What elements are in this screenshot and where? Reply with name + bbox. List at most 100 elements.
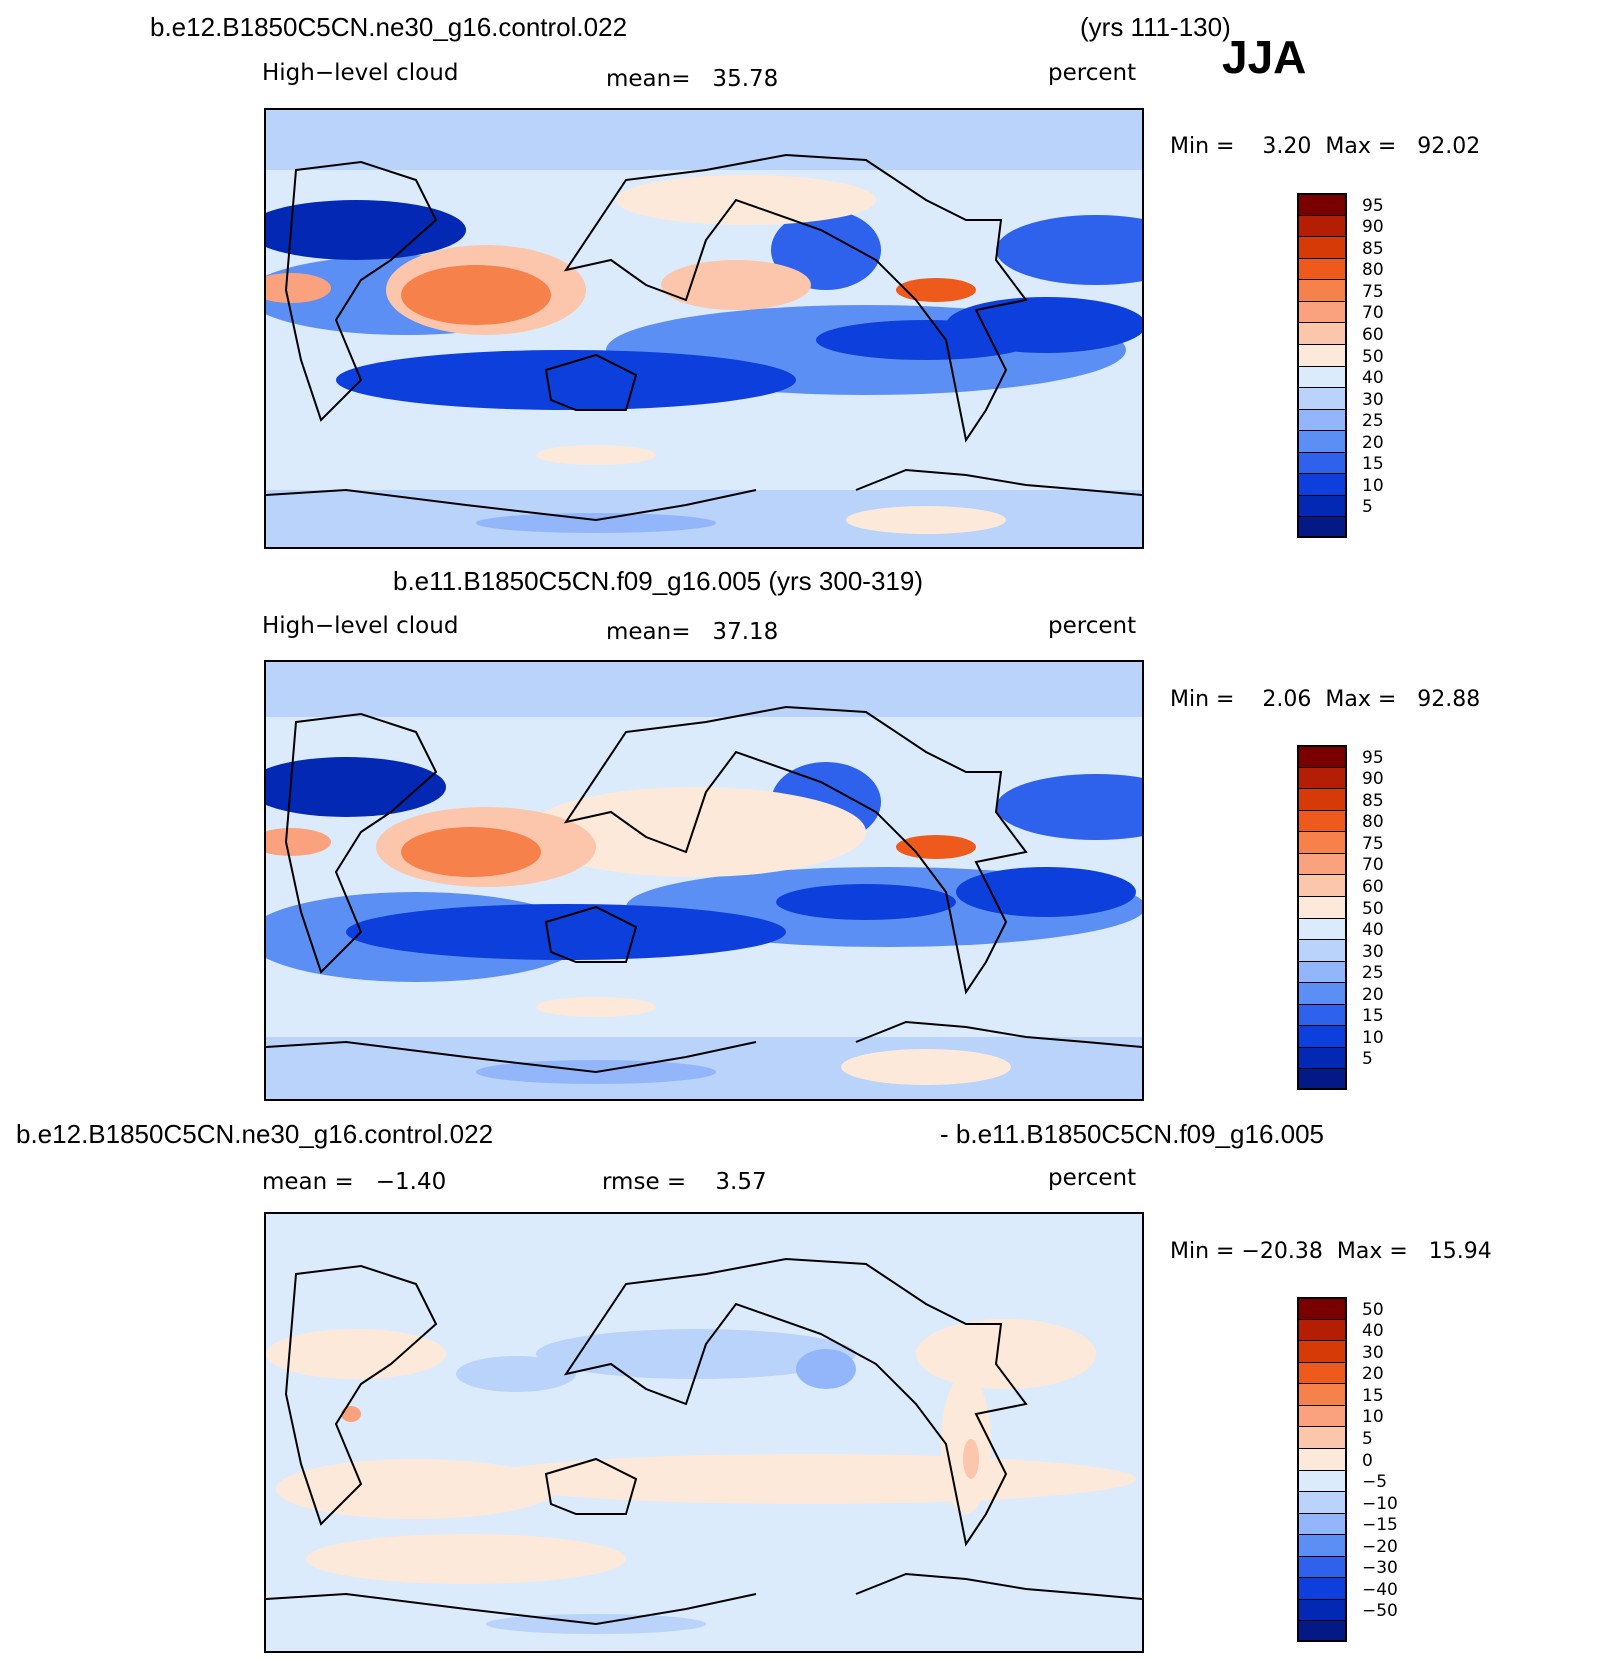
panel1-mean: mean= 35.78 [606, 66, 779, 92]
panel3-minmax: Min = −20.38 Max = 15.94 [1170, 1239, 1492, 1264]
cbar2-tick-label: 5 [1362, 1049, 1373, 1070]
cbar1-swatch [1297, 257, 1347, 280]
cbar3-swatch [1297, 1577, 1347, 1599]
panel2-colorbar [1297, 745, 1347, 1090]
cbar2-tick-label: 20 [1362, 984, 1384, 1005]
cbar2-swatch [1297, 1025, 1347, 1047]
cbar3-tick-label: −30 [1362, 1558, 1398, 1579]
cbar2-swatch [1297, 982, 1347, 1004]
cbar3-tick-label: −50 [1362, 1601, 1398, 1622]
cbar1-tick-label: 10 [1362, 475, 1384, 496]
cbar2-tick-label: 95 [1362, 747, 1384, 768]
cbar1-swatch [1297, 494, 1347, 517]
panel1-variable: High−level cloud [262, 60, 459, 86]
cbar2-tick-label: 85 [1362, 790, 1384, 811]
cbar3-tick-label: 30 [1362, 1342, 1384, 1363]
cbar1-tick-label: 90 [1362, 217, 1384, 238]
cbar3-swatch [1297, 1383, 1347, 1405]
cbar1-tick-label: 85 [1362, 238, 1384, 259]
panel1-colorbar [1297, 193, 1347, 538]
cbar3-tick-label: −10 [1362, 1493, 1398, 1514]
cbar3-swatch [1297, 1555, 1347, 1578]
cbar1-tick-label: 5 [1362, 497, 1373, 518]
cbar2-tick-label: 60 [1362, 876, 1384, 897]
cbar1-swatch [1297, 365, 1347, 388]
cbar2-swatch [1297, 960, 1347, 983]
cbar1-swatch [1297, 387, 1347, 409]
cbar1-tick-label: 40 [1362, 368, 1384, 389]
cbar1-tick-label: 15 [1362, 454, 1384, 475]
cbar2-tick-label: 15 [1362, 1006, 1384, 1027]
cbar1-swatch [1297, 214, 1347, 237]
cbar2-swatch [1297, 766, 1347, 789]
cbar2-swatch [1297, 1003, 1347, 1026]
cbar3-swatch [1297, 1318, 1347, 1341]
panel3-title-left: b.e12.B1850C5CN.ne30_g16.control.022 [16, 1119, 494, 1149]
cbar2-swatch [1297, 874, 1347, 896]
cbar3-tick-label: −40 [1362, 1579, 1398, 1600]
cbar3-swatch [1297, 1404, 1347, 1427]
cbar1-swatch [1297, 322, 1347, 344]
cbar1-tick-label: 70 [1362, 303, 1384, 324]
cbar3-tick-label: 0 [1362, 1450, 1373, 1471]
cbar3-swatch [1297, 1447, 1347, 1470]
panel3-title-right: - b.e11.B1850C5CN.f09_g16.005 [940, 1119, 1325, 1149]
cbar3-tick-label: 15 [1362, 1385, 1384, 1406]
panel3-map [264, 1212, 1144, 1653]
cbar1-tick-label: 80 [1362, 260, 1384, 281]
panel2-minmax: Min = 2.06 Max = 92.88 [1170, 687, 1481, 712]
cbar1-swatch [1297, 236, 1347, 258]
cbar1-tick-label: 25 [1362, 411, 1384, 432]
cbar2-swatch [1297, 895, 1347, 918]
cbar1-swatch [1297, 300, 1347, 323]
cbar1-tick-label: 20 [1362, 432, 1384, 453]
cbar2-swatch [1297, 1068, 1347, 1090]
cbar2-swatch [1297, 1046, 1347, 1069]
cbar2-tick-label: 25 [1362, 963, 1384, 984]
cbar3-swatch [1297, 1340, 1347, 1362]
cbar1-swatch [1297, 473, 1347, 495]
cbar1-swatch [1297, 343, 1347, 366]
cbar2-tick-label: 40 [1362, 920, 1384, 941]
panel1-units: percent [1048, 60, 1137, 86]
case1-title: b.e12.B1850C5CN.ne30_g16.control.022 [150, 12, 628, 42]
panel2-title: b.e11.B1850C5CN.f09_g16.005 (yrs 300-319… [393, 566, 923, 596]
cbar2-tick-label: 80 [1362, 812, 1384, 833]
cbar2-swatch [1297, 917, 1347, 940]
panel2-variable: High−level cloud [262, 613, 459, 639]
cbar1-frame [1297, 193, 1347, 538]
panel1-minmax: Min = 3.20 Max = 92.02 [1170, 134, 1481, 159]
cbar1-tick-label: 75 [1362, 281, 1384, 302]
cbar1-tick-label: 50 [1362, 346, 1384, 367]
cbar3-tick-label: −20 [1362, 1536, 1398, 1557]
cbar2-tick-label: 30 [1362, 941, 1384, 962]
cbar1-tick-label: 30 [1362, 389, 1384, 410]
cbar2-tick-label: 70 [1362, 855, 1384, 876]
cbar2-tick-label: 75 [1362, 833, 1384, 854]
cbar2-tick-label: 50 [1362, 898, 1384, 919]
cbar3-tick-label: 10 [1362, 1407, 1384, 1428]
cbar3-tick-label: 40 [1362, 1321, 1384, 1342]
cbar1-swatch [1297, 430, 1347, 452]
cbar3-swatch [1297, 1620, 1347, 1642]
panel3-rmse: rmse = 3.57 [602, 1169, 767, 1195]
cbar3-swatch [1297, 1469, 1347, 1492]
cbar2-swatch [1297, 788, 1347, 810]
cbar3-swatch [1297, 1491, 1347, 1513]
cbar3-tick-label: −5 [1362, 1472, 1388, 1493]
panel3-mean: mean = −1.40 [262, 1169, 447, 1195]
panel2-map [264, 660, 1144, 1101]
case1-years: (yrs 111-130) [1080, 12, 1231, 42]
cbar1-tick-label: 95 [1362, 195, 1384, 216]
cbar2-tick-label: 90 [1362, 769, 1384, 790]
panel1-map [264, 108, 1144, 549]
cbar3-swatch [1297, 1426, 1347, 1448]
cbar2-swatch [1297, 809, 1347, 832]
cbar3-tick-label: 50 [1362, 1299, 1384, 1320]
cbar3-swatch [1297, 1598, 1347, 1621]
cbar1-swatch [1297, 451, 1347, 474]
cbar2-frame [1297, 745, 1347, 1090]
cbar3-swatch [1297, 1297, 1347, 1319]
cbar1-swatch [1297, 408, 1347, 431]
cbar2-swatch [1297, 745, 1347, 767]
